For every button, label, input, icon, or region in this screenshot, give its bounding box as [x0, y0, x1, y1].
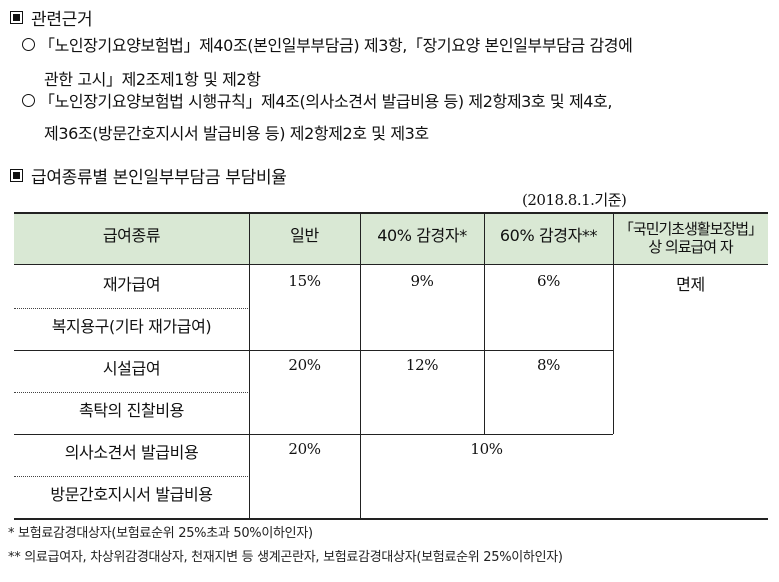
circle-bullet-icon [22, 38, 35, 51]
row-commissioned-doctor: 촉탁의 진찰비용 [79, 401, 184, 420]
row-divider [14, 434, 613, 435]
footnote-2: ** 의료급여자, 차상위감경대상자, 천재지변 등 생계곤란자, 보험료감경대… [8, 550, 563, 565]
value-home-general: 15% [288, 272, 321, 290]
basis-item-2: 「노인장기요양보험법 시행규칙」제4조(의사소견서 발급비용 등) 제2항제3호… [22, 88, 612, 116]
column-divider [613, 214, 614, 434]
table-header-row [14, 214, 768, 265]
row-home-care: 재가급여 [102, 275, 161, 294]
value-exempt: 면제 [676, 275, 705, 294]
square-bullet-icon [10, 169, 23, 182]
row-welfare-equipment: 복지용구(기타 재가급여) [51, 317, 212, 336]
value-facility-60: 8% [537, 356, 560, 374]
header-medical-aid: 「국민기초생활보장법」 상 의료급여 자 [618, 220, 763, 256]
row-divider [14, 350, 613, 351]
column-divider [484, 214, 485, 434]
value-facility-general: 20% [288, 356, 321, 374]
footnote-1: * 보험료감경대상자(보험료순위 25%초과 50%이하인자) [8, 526, 313, 541]
value-home-60: 6% [537, 272, 560, 290]
rates-section-title: 급여종류별 본인일부부담금 부담비율 [10, 163, 287, 188]
dotted-row-divider [14, 392, 248, 393]
basis-item-2-continuation: 제36조(방문간호지시서 발급비용 등) 제2항제2호 및 제3호 [44, 124, 429, 143]
value-doctor-reduced: 10% [470, 440, 503, 458]
circle-bullet-icon [22, 94, 35, 107]
basis-section-title: 관련근거 [10, 5, 93, 30]
header-general: 일반 [290, 226, 319, 245]
column-divider [360, 214, 361, 518]
row-doctor-opinion: 의사소견서 발급비용 [64, 443, 199, 462]
copayment-rate-table: 급여종류 일반 40% 감경자* 60% 감경자** 「국민기초생활보장법」 상… [14, 212, 768, 520]
header-benefit-type: 급여종류 [102, 226, 161, 245]
square-bullet-icon [10, 11, 23, 24]
dotted-row-divider [14, 308, 248, 309]
basis-item-1: 「노인장기요양보험법」제40조(본인일부부담금) 제3항,「장기요양 본인일부부… [22, 32, 633, 60]
column-divider [249, 214, 250, 518]
header-reduced-60: 60% 감경자** [499, 226, 598, 245]
row-facility-care: 시설급여 [102, 359, 161, 378]
row-nursing-order: 방문간호지시서 발급비용 [50, 485, 213, 504]
dotted-row-divider [14, 476, 248, 477]
header-reduced-40: 40% 감경자* [377, 226, 467, 245]
value-home-40: 9% [410, 272, 434, 290]
basis-item-1-continuation: 관한 고시」제2조제1항 및 제2항 [44, 70, 261, 89]
value-doctor-general: 20% [288, 440, 321, 458]
reference-date: (2018.8.1.기준) [522, 191, 627, 209]
value-facility-40: 12% [405, 356, 439, 374]
